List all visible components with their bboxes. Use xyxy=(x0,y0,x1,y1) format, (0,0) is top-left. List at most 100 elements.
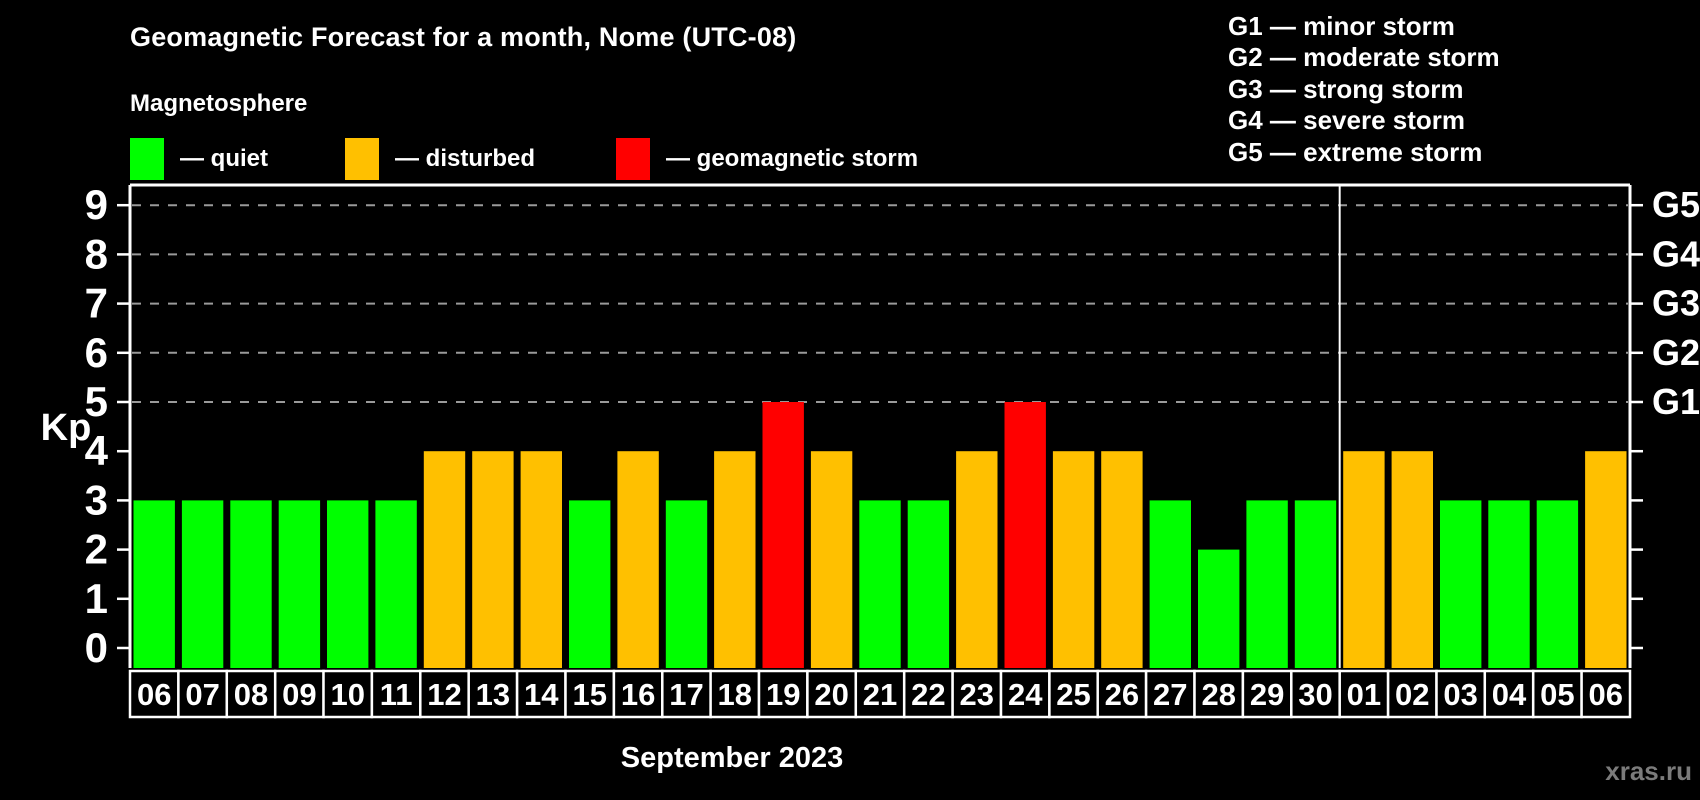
date-label-16: 16 xyxy=(621,677,655,712)
legend-item-disturbed: — disturbed xyxy=(345,136,535,182)
y-tick-label-7: 7 xyxy=(85,280,108,327)
y-tick-label-5: 5 xyxy=(85,378,108,425)
date-box-06 xyxy=(128,669,180,719)
date-box-08 xyxy=(225,669,277,719)
kp-bar-03 xyxy=(1440,500,1482,668)
date-label-10: 10 xyxy=(330,677,364,712)
legend-item-storm: — geomagnetic storm xyxy=(616,136,918,182)
legend-label-disturbed: — disturbed xyxy=(395,145,536,172)
storm-color-swatch xyxy=(616,138,650,180)
date-label-04: 04 xyxy=(1492,677,1527,712)
legend-label-quiet: — quiet xyxy=(180,145,268,172)
kp-bar-20 xyxy=(810,451,853,668)
date-box-07 xyxy=(177,669,229,719)
date-box-15 xyxy=(564,669,616,719)
y-tick-label-3: 3 xyxy=(85,476,108,523)
g-scale-legend-line-g1: G1 — minor storm xyxy=(1228,11,1455,41)
date-box-11 xyxy=(370,669,422,719)
date-box-04 xyxy=(1483,669,1535,719)
date-label-23: 23 xyxy=(960,677,994,712)
right-axis-label-g2: G2 xyxy=(1652,332,1700,373)
date-box-30 xyxy=(1290,669,1341,719)
date-label-01: 01 xyxy=(1347,677,1381,712)
y-tick-label-2: 2 xyxy=(85,526,108,573)
date-label-13: 13 xyxy=(476,677,510,712)
g-scale-legend-line-g3: G3 — strong storm xyxy=(1228,73,1464,104)
kp-bar-11 xyxy=(375,500,417,668)
kp-bar-07 xyxy=(181,500,224,668)
date-box-20 xyxy=(806,669,858,719)
kp-bar-19 xyxy=(762,402,804,668)
kp-bar-06 xyxy=(1585,451,1627,668)
date-label-06: 06 xyxy=(1589,677,1623,712)
date-label-29: 29 xyxy=(1250,677,1284,712)
date-box-28 xyxy=(1193,669,1245,719)
date-box-29 xyxy=(1241,669,1293,719)
right-axis-label-g5: G5 xyxy=(1652,184,1700,225)
kp-bar-02 xyxy=(1391,451,1433,668)
kp-bar-15 xyxy=(569,500,611,668)
kp-bar-22 xyxy=(907,500,950,668)
date-label-12: 12 xyxy=(427,677,461,712)
kp-bar-06 xyxy=(133,500,175,668)
date-label-28: 28 xyxy=(1201,677,1235,712)
g-scale-legend-line-g4: G4 — severe storm xyxy=(1228,105,1466,136)
kp-bar-05 xyxy=(1536,500,1579,668)
watermark-xras: xras.ru xyxy=(1605,756,1692,786)
kp-bar-25 xyxy=(1052,451,1095,668)
date-box-18 xyxy=(709,669,761,719)
kp-bar-23 xyxy=(956,451,998,668)
x-axis-title-month: September 2023 xyxy=(620,742,844,774)
y-tick-label-8: 8 xyxy=(85,230,108,277)
date-box-06 xyxy=(1580,669,1632,719)
kp-bar-24 xyxy=(1004,402,1046,668)
date-label-07: 07 xyxy=(185,677,219,712)
kp-bar-30 xyxy=(1294,500,1337,668)
y-axis-title-kp: Kp xyxy=(40,407,92,449)
date-label-11: 11 xyxy=(380,677,413,712)
kp-bar-01 xyxy=(1343,451,1385,668)
date-label-20: 20 xyxy=(814,677,848,712)
y-tick-label-6: 6 xyxy=(85,329,108,376)
date-label-24: 24 xyxy=(1008,677,1043,712)
date-label-30: 30 xyxy=(1298,677,1332,712)
magnetosphere-legend-heading: Magnetosphere xyxy=(130,90,308,117)
date-label-25: 25 xyxy=(1056,677,1090,712)
legend-item-quiet: — quiet xyxy=(130,136,268,182)
date-label-08: 08 xyxy=(234,677,268,712)
date-box-12 xyxy=(419,669,470,719)
date-box-13 xyxy=(467,669,519,719)
disturbed-color-swatch xyxy=(345,138,379,180)
date-label-05: 05 xyxy=(1540,677,1574,712)
y-tick-label-9: 9 xyxy=(85,181,108,228)
kp-bar-12 xyxy=(423,451,466,668)
date-label-14: 14 xyxy=(524,677,559,712)
kp-bar-14 xyxy=(520,451,562,668)
date-box-01 xyxy=(1338,669,1390,719)
kp-bar-10 xyxy=(327,500,369,668)
right-axis-label-g4: G4 xyxy=(1652,233,1700,274)
g-scale-legend-line-g2: G2 — moderate storm xyxy=(1228,42,1500,73)
date-box-24 xyxy=(999,669,1051,719)
y-tick-label-1: 1 xyxy=(85,575,108,622)
right-axis-label-g3: G3 xyxy=(1652,283,1700,324)
kp-bar-08 xyxy=(230,500,272,668)
right-axis-label-g1: G1 xyxy=(1652,381,1700,422)
date-label-02: 02 xyxy=(1395,677,1429,712)
date-label-17: 17 xyxy=(669,677,703,712)
kp-bar-04 xyxy=(1488,500,1530,668)
y-tick-label-4: 4 xyxy=(85,427,109,474)
kp-bar-21 xyxy=(859,500,901,668)
date-label-19: 19 xyxy=(766,677,800,712)
date-label-21: 21 xyxy=(863,677,897,712)
quiet-color-swatch xyxy=(130,138,164,180)
date-box-09 xyxy=(273,669,325,719)
chart-title: Geomagnetic Forecast for a month, Nome (… xyxy=(130,22,797,52)
y-tick-label-0: 0 xyxy=(85,624,108,671)
date-box-25 xyxy=(1048,669,1100,719)
date-label-22: 22 xyxy=(911,677,945,712)
kp-bar-18 xyxy=(714,451,756,668)
kp-bar-28 xyxy=(1198,549,1240,668)
